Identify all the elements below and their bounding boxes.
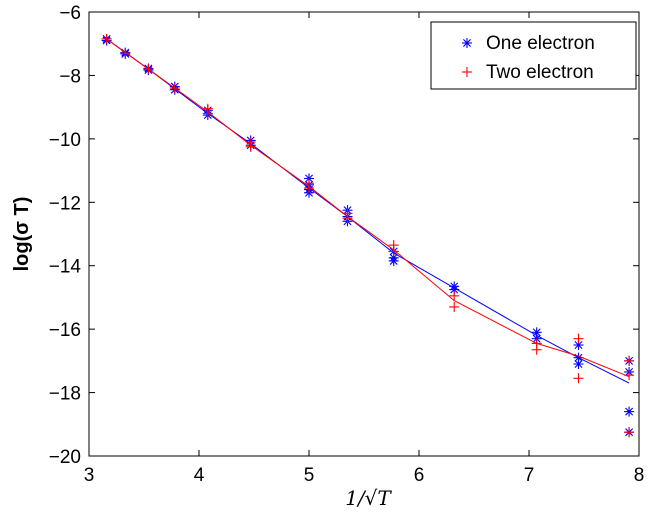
legend-marker-two-electron <box>462 67 472 77</box>
data-point-two-electron <box>143 64 154 75</box>
data-point-two-electron <box>202 108 213 119</box>
y-tick: −10 <box>49 130 639 151</box>
data-point-two-electron <box>169 83 180 94</box>
data-point-two-electron <box>449 290 460 301</box>
data-point-one-electron <box>388 255 399 266</box>
y-tick: −16 <box>49 320 639 341</box>
plot-content <box>101 33 635 438</box>
y-tick: −20 <box>49 447 639 468</box>
fit-line-two-electron <box>106 38 630 378</box>
data-point-one-electron <box>573 340 584 350</box>
y-tick: −18 <box>49 384 639 405</box>
x-axis-label: 1/√T <box>345 486 392 510</box>
data-point-two-electron <box>245 141 256 152</box>
data-point-two-electron <box>531 344 542 355</box>
data-point-one-electron <box>449 284 460 295</box>
x-tick: 6 <box>414 12 425 486</box>
y-tick-label: −6 <box>59 3 81 24</box>
y-tick: −14 <box>49 257 639 278</box>
y-tick-label: −12 <box>49 193 81 214</box>
legend-box <box>430 21 637 90</box>
data-point-two-electron <box>449 301 460 312</box>
x-tick-label: 5 <box>304 465 315 486</box>
data-point-two-electron <box>388 246 399 257</box>
legend: One electron Two electron <box>430 21 637 90</box>
data-point-two-electron <box>342 213 353 224</box>
legend-label-one-electron: One electron <box>486 33 595 54</box>
data-point-two-electron <box>624 370 635 381</box>
data-point-two-electron <box>101 33 112 44</box>
fit-line-one-electron <box>106 38 630 384</box>
y-tick-label: −18 <box>49 384 81 405</box>
y-tick-label: −20 <box>49 447 81 468</box>
y-tick: −6 <box>59 3 639 24</box>
data-point-one-electron <box>573 359 584 370</box>
y-tick-label: −8 <box>59 66 81 87</box>
axis-ticks: 3 4 5 6 7 8 −20 −18 −16 −14 −12 −10 −8 −6 <box>49 3 645 486</box>
x-tick: 7 <box>524 12 535 486</box>
data-point-two-electron <box>573 333 584 344</box>
legend-marker-one-electron <box>462 38 472 48</box>
data-point-two-electron <box>573 373 584 384</box>
legend-entries <box>462 38 472 77</box>
x-tick-label: 7 <box>524 465 535 486</box>
x-tick: 8 <box>634 12 645 486</box>
x-tick: 4 <box>194 12 205 486</box>
y-tick-label: −14 <box>49 257 82 278</box>
plot-frame <box>88 11 640 457</box>
data-point-one-electron <box>624 406 635 417</box>
y-axis-label: log(σ T) <box>11 197 33 272</box>
x-tick-label: 8 <box>634 465 645 486</box>
x-tick-label: 4 <box>194 465 205 486</box>
legend-label-two-electron: Two electron <box>486 62 594 83</box>
y-tick-label: −16 <box>49 320 81 341</box>
y-tick-label: −10 <box>49 130 81 151</box>
x-tick: 5 <box>304 12 315 486</box>
data-point-two-electron <box>120 48 131 59</box>
x-tick-label: 6 <box>414 465 425 486</box>
x-tick: 3 <box>84 12 95 486</box>
x-tick-label: 3 <box>84 465 95 486</box>
data-point-two-electron <box>304 183 314 194</box>
data-point-two-electron <box>624 427 635 438</box>
data-point-two-electron <box>624 355 635 366</box>
y-tick: −12 <box>49 193 639 214</box>
